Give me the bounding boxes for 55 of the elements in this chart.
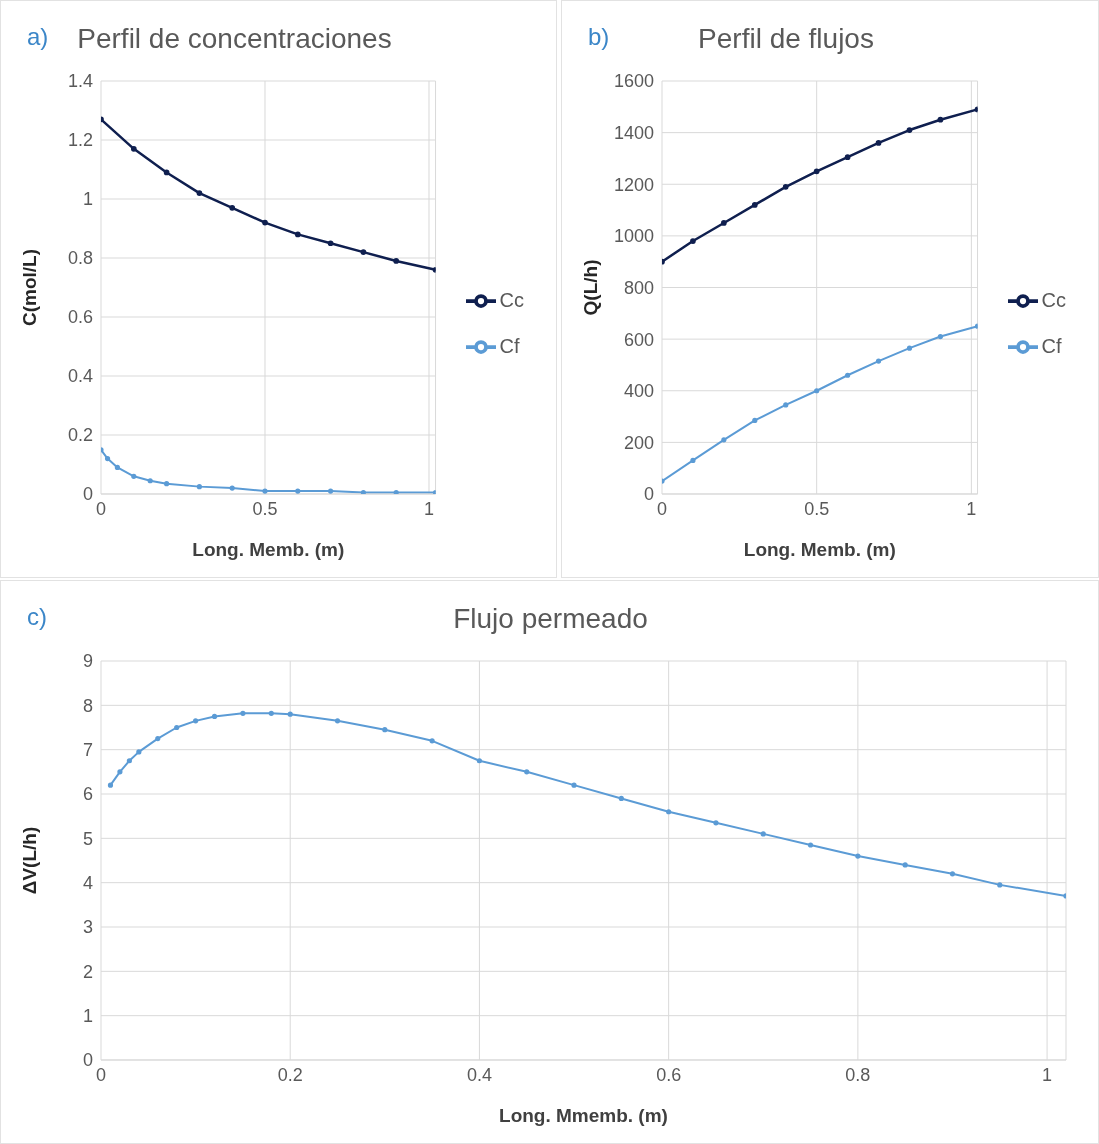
y-axis-title: Q(L/h) (579, 259, 601, 316)
y-tick-label: 800 (623, 277, 654, 298)
y-tick-label: 0 (643, 484, 654, 505)
x-tick-label: 0 (656, 498, 668, 519)
y-tick-label: 0 (82, 1050, 93, 1071)
y-tick-label: 1 (82, 189, 93, 210)
x-axis-title: Long. Mmemb. (m) (499, 1105, 668, 1126)
y-tick-label: 1200 (613, 174, 654, 195)
y-tick-label: 0 (82, 484, 93, 505)
legend-label: Cf (499, 334, 520, 357)
y-tick-label: 2 (82, 961, 93, 982)
legend-label: Cf (1041, 334, 1062, 357)
text: a) (27, 23, 49, 51)
x-tick-label: 0.6 (656, 1064, 682, 1085)
y-tick-label: 1.4 (67, 71, 93, 92)
x-tick-label: 0.4 (466, 1064, 492, 1085)
x-axis-title: Long. Memb. (m) (192, 539, 345, 560)
y-axis-title: C(mol/L) (18, 248, 40, 327)
y-tick-label: 9 (82, 651, 93, 672)
legend-label: Cc (1041, 288, 1066, 311)
y-tick-label: 7 (82, 740, 93, 761)
x-tick-label: 1 (423, 498, 434, 519)
y-tick-label: 6 (82, 784, 93, 805)
text: b) (588, 23, 610, 51)
chart-title: Perfil de concentraciones (77, 23, 392, 54)
y-tick-label: 5 (82, 828, 93, 849)
y-tick-label: 1.2 (67, 130, 93, 151)
y-tick-label: 200 (623, 432, 654, 453)
y-tick-label: 600 (623, 329, 654, 350)
y-tick-label: 4 (82, 873, 93, 894)
legend-label: Cc (499, 288, 524, 311)
y-tick-label: 1000 (613, 226, 654, 247)
x-tick-label: 1 (1042, 1064, 1053, 1085)
text: c) (27, 603, 47, 631)
x-tick-label: 0 (95, 1064, 107, 1085)
x-tick-label: 1 (966, 498, 977, 519)
x-tick-label: 0.5 (804, 498, 830, 519)
y-tick-label: 8 (82, 695, 93, 716)
chart-title: Perfil de flujos (698, 23, 874, 54)
y-tick-label: 1600 (613, 71, 654, 92)
y-tick-label: 3 (82, 917, 93, 938)
x-tick-label: 0.2 (277, 1064, 303, 1085)
y-tick-label: 0.2 (67, 425, 93, 446)
x-axis-title: Long. Memb. (m) (743, 539, 896, 560)
y-tick-label: 1 (82, 1006, 93, 1027)
y-tick-label: 1400 (613, 123, 654, 144)
y-tick-label: 0.8 (67, 248, 93, 269)
x-tick-label: 0.5 (252, 498, 278, 519)
x-tick-label: 0.8 (845, 1064, 871, 1085)
chart-title: Flujo permeado (453, 603, 648, 634)
y-axis-title: ΔV(L/h) (18, 826, 40, 895)
x-tick-label: 0 (95, 498, 107, 519)
y-tick-label: 0.4 (67, 366, 93, 387)
y-tick-label: 400 (623, 381, 654, 402)
y-tick-label: 0.6 (67, 307, 93, 328)
